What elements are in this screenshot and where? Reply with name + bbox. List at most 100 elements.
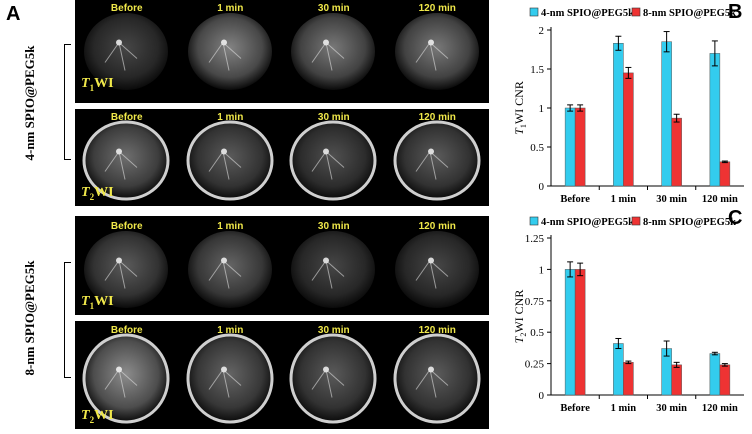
mri-vessel-branches (415, 260, 448, 289)
mri-scan (291, 13, 375, 90)
timepoint-label: 30 min (317, 3, 350, 14)
x-tick-label: 1 min (611, 194, 637, 205)
panel-b-letter: B (728, 1, 743, 23)
mri-image-3-3: 120 min (386, 322, 490, 429)
timepoint-label: Before (110, 325, 143, 336)
legend-label: 8-nm SPIO@PEG5k (643, 217, 736, 228)
mri-image-2-1: 1 min (179, 218, 283, 315)
bar (671, 117, 682, 187)
mri-body (394, 335, 479, 422)
bar (564, 107, 576, 187)
mri-image-2-0: Before T1WI (75, 218, 179, 315)
mri-outline (186, 333, 273, 424)
y-tick-label: 1 (539, 264, 545, 276)
bar (709, 53, 721, 187)
timepoint-label: Before (110, 3, 143, 14)
mri-scan (187, 13, 272, 90)
mri-body (187, 13, 272, 90)
mri-scan (393, 333, 480, 424)
mri-image-1-1: 1 min (179, 109, 283, 206)
mri-vessel-branches (415, 151, 448, 180)
sequence-label: T2WI (81, 408, 114, 425)
mri-body (394, 122, 479, 199)
x-tick-label: 1 min (611, 403, 637, 414)
bar (671, 364, 682, 396)
mri-scan (289, 120, 377, 201)
mri-scan (291, 231, 375, 308)
timepoint-label: 1 min (217, 3, 244, 14)
bar (719, 364, 731, 396)
sequence-label: T1WI (81, 294, 114, 311)
mri-vessel-branches (104, 260, 138, 289)
legend-label: 4-nm SPIO@PEG5k (541, 217, 634, 228)
y-tick-label: 0.5 (530, 142, 544, 154)
mri-body (187, 122, 272, 199)
x-tick-label: 30 min (656, 194, 687, 205)
sequence-label: T1WI (81, 76, 114, 93)
x-tick-label: 120 min (702, 403, 738, 414)
chart-c-svg: 4-nm SPIO@PEG5k 8-nm SPIO@PEG5k 0 0.25 0.5 0.… (512, 216, 744, 414)
y-tick-label: 0.75 (525, 296, 545, 308)
mri-image-0-0: Before T1WI (75, 0, 179, 97)
x-tick-label: Before (560, 403, 590, 414)
timepoint-label: Before (110, 221, 143, 232)
mri-body (84, 13, 168, 90)
mri-body (394, 13, 479, 90)
y-tick-label: 0.25 (525, 359, 545, 371)
panel-a-letter: A (6, 3, 21, 25)
mri-outline (289, 333, 377, 424)
mri-outline (186, 120, 273, 201)
timepoint-label: 30 min (317, 112, 350, 123)
mri-row-4nm-t2: Before T2WI 1 min 30 min 120 min (75, 109, 489, 206)
mri-scan (394, 231, 479, 308)
bar (661, 41, 672, 187)
mri-vessel-branches (415, 42, 448, 71)
y-tick-label: 2 (539, 25, 545, 37)
legend-swatch (529, 7, 539, 17)
mri-scan (187, 231, 272, 308)
bar (574, 107, 586, 187)
y-tick-label: 0 (539, 181, 545, 193)
mri-image-3-1: 1 min (179, 322, 283, 429)
y-axis-label: T1WI CNR (512, 81, 528, 135)
y-tick-label: 1 (539, 103, 545, 115)
mri-image-1-2: 30 min (282, 109, 386, 206)
mri-image-0-2: 30 min (282, 0, 386, 97)
mri-vessel-branches (311, 369, 345, 398)
mri-body (291, 13, 375, 90)
mri-vessel-branches (208, 151, 241, 180)
mri-image-1-3: 120 min (386, 109, 490, 206)
bar (623, 362, 634, 396)
mri-image-0-1: 1 min (179, 0, 283, 97)
mri-scan (84, 231, 168, 308)
mri-outline (393, 333, 480, 424)
mri-body (84, 335, 168, 422)
mri-row-4nm-t1: Before T1WI 1 min 30 min 120 min (75, 0, 489, 97)
y-tick-label: 1.5 (530, 64, 544, 76)
mri-scan (84, 13, 168, 90)
mri-image-1-0: Before T2WI (75, 109, 179, 206)
mri-outline (289, 120, 377, 201)
x-tick-label: Before (560, 194, 590, 205)
y-axis-label: T2WI CNR (512, 290, 528, 344)
chart-b-svg: 4-nm SPIO@PEG5k 8-nm SPIO@PEG5k 0 0.5 1 1.5 2 T… (512, 7, 744, 205)
timepoint-label: 1 min (217, 112, 244, 123)
group-bracket-4nm (64, 44, 71, 160)
mri-vessel-branches (208, 42, 241, 71)
group-label-4nm: 4-nm SPIO@PEG5k (22, 45, 37, 161)
mri-row-8nm-t2: Before T2WI 1 min 30 min 120 min (75, 322, 489, 429)
timepoint-label: 1 min (217, 221, 244, 232)
mri-image-3-2: 30 min (282, 322, 386, 429)
mri-body (187, 231, 272, 308)
mri-row-8nm-t1: Before T1WI 1 min 30 min 120 min (75, 218, 489, 315)
timepoint-label: 120 min (418, 325, 456, 336)
mri-scan (82, 333, 170, 424)
legend-swatch (631, 7, 641, 17)
chart-b: 4-nm SPIO@PEG5k 8-nm SPIO@PEG5k 0 0.5 1 1.5 2 T… (489, 0, 752, 210)
group-label-8nm: 8-nm SPIO@PEG5k (22, 260, 37, 376)
mri-image-2-3: 120 min (386, 218, 490, 315)
mri-vessel-branches (104, 369, 138, 398)
mri-vessel-branches (104, 42, 138, 71)
mri-outline (393, 120, 480, 201)
x-tick-label: 30 min (656, 403, 687, 414)
